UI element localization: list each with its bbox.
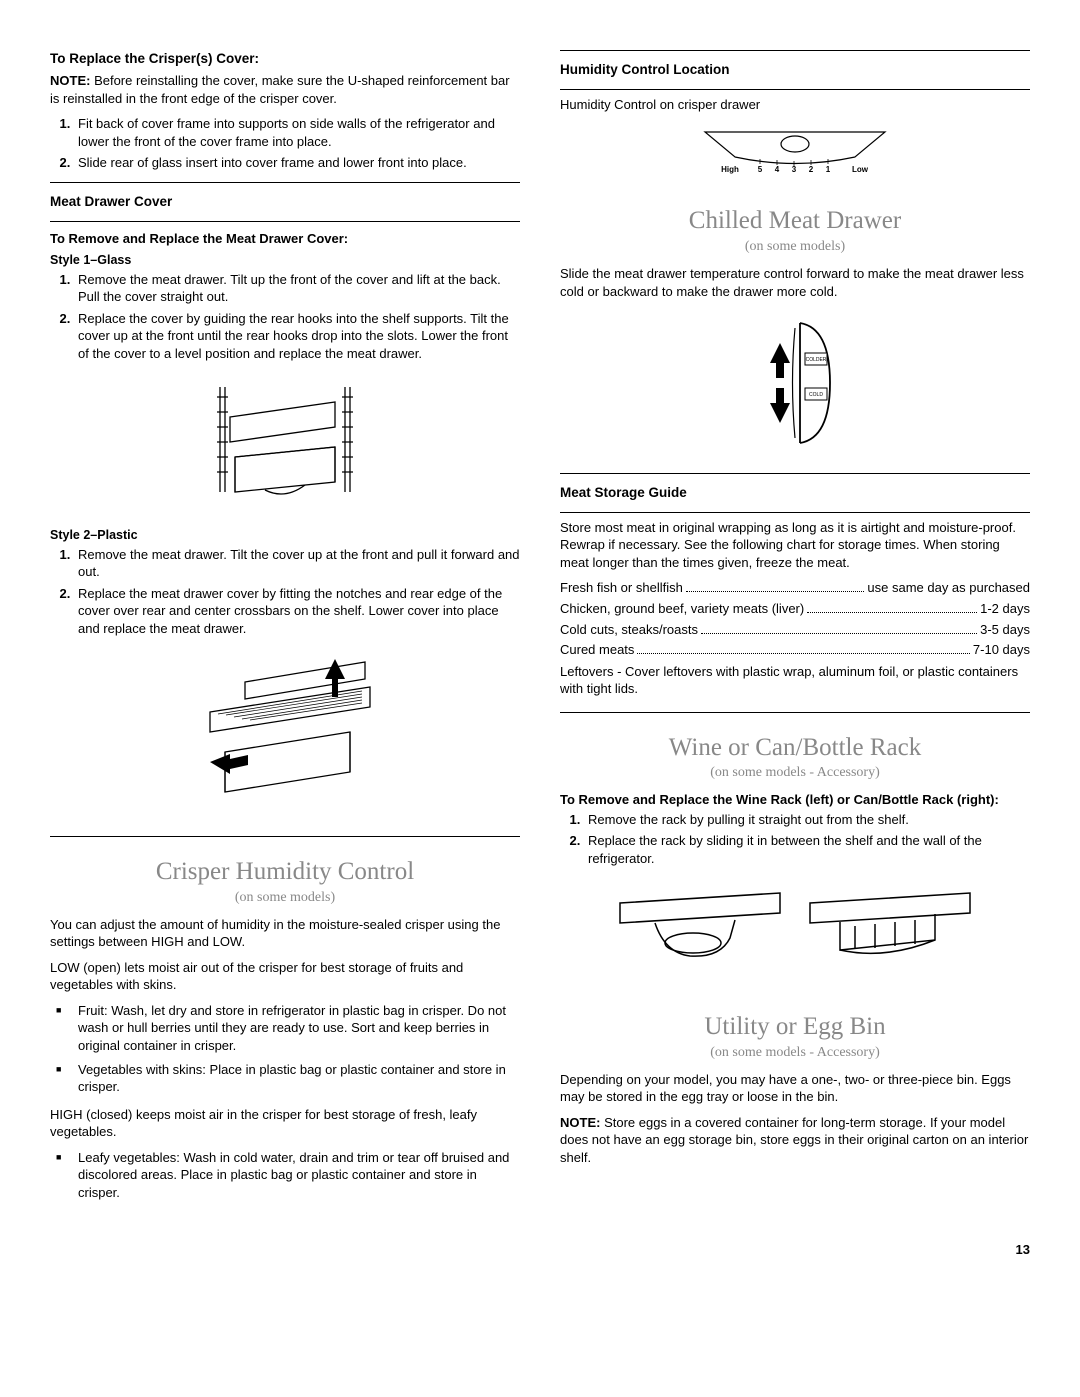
chilled-meat-title: Chilled Meat Drawer: [560, 204, 1030, 238]
page-content: To Replace the Crisper(s) Cover: NOTE: B…: [50, 40, 1030, 1211]
list-item: Remove the rack by pulling it straight o…: [584, 811, 1030, 829]
egg-bin-note: NOTE: Store eggs in a covered container …: [560, 1114, 1030, 1167]
wine-rack-steps: Remove the rack by pulling it straight o…: [560, 811, 1030, 868]
crisper-humidity-bullets1: Fruit: Wash, let dry and store in refrig…: [50, 1002, 520, 1096]
list-item: Fit back of cover frame into supports on…: [74, 115, 520, 150]
style2-label: Style 2–Plastic: [50, 527, 520, 544]
svg-text:3: 3: [792, 165, 797, 174]
crisper-humidity-p2: LOW (open) lets moist air out of the cri…: [50, 959, 520, 994]
chilled-meat-subtitle: (on some models): [560, 238, 1030, 257]
crisper-humidity-subtitle: (on some models): [50, 889, 520, 908]
crisper-humidity-title: Crisper Humidity Control: [50, 855, 520, 889]
list-item: Vegetables with skins: Place in plastic …: [74, 1061, 520, 1096]
crisper-cover-steps: Fit back of cover frame into supports on…: [50, 115, 520, 172]
egg-bin-para: Depending on your model, you may have a …: [560, 1071, 1030, 1106]
divider: [560, 89, 1030, 90]
crisper-humidity-bullets2: Leafy vegetables: Wash in cold water, dr…: [50, 1149, 520, 1202]
divider: [560, 712, 1030, 713]
style2-steps: Remove the meat drawer. Tilt the cover u…: [50, 546, 520, 638]
svg-text:5: 5: [758, 165, 763, 174]
divider: [560, 512, 1030, 513]
page-number: 13: [50, 1241, 1030, 1259]
humidity-location-caption: Humidity Control on crisper drawer: [560, 96, 1030, 114]
wine-rack-title: Wine or Can/Bottle Rack: [560, 731, 1030, 765]
style1-label: Style 1–Glass: [50, 252, 520, 269]
meat-drawer-heading: Meat Drawer Cover: [50, 193, 520, 211]
left-column: To Replace the Crisper(s) Cover: NOTE: B…: [50, 40, 520, 1211]
wine-rack-heading: To Remove and Replace the Wine Rack (lef…: [560, 791, 1030, 809]
list-item: Slide rear of glass insert into cover fr…: [74, 154, 520, 172]
list-item: Remove the meat drawer. Tilt up the fron…: [74, 271, 520, 306]
table-row: Fresh fish or shellfishuse same day as p…: [560, 579, 1030, 597]
right-column: Humidity Control Location Humidity Contr…: [560, 40, 1030, 1211]
svg-text:4: 4: [775, 165, 780, 174]
meat-storage-table: Fresh fish or shellfishuse same day as p…: [560, 579, 1030, 658]
wine-rack-subtitle: (on some models - Accessory): [560, 764, 1030, 783]
crisper-humidity-p1: You can adjust the amount of humidity in…: [50, 916, 520, 951]
egg-bin-title: Utility or Egg Bin: [560, 1010, 1030, 1044]
dial-high-label: High: [721, 165, 739, 174]
svg-text:COLD: COLD: [809, 392, 823, 398]
table-row: Chicken, ground beef, variety meats (liv…: [560, 600, 1030, 618]
crisper-cover-heading: To Replace the Crisper(s) Cover:: [50, 50, 520, 68]
table-row: Cured meats7-10 days: [560, 641, 1030, 659]
list-item: Replace the rack by sliding it in betwee…: [584, 832, 1030, 867]
divider: [560, 50, 1030, 51]
crisper-cover-note: NOTE: Before reinstalling the cover, mak…: [50, 72, 520, 107]
humidity-dial-figure: High 5 4 3 2 1 Low: [560, 122, 1030, 187]
svg-text:1: 1: [826, 165, 831, 174]
meat-storage-para: Store most meat in original wrapping as …: [560, 519, 1030, 572]
note-label: NOTE:: [50, 73, 90, 88]
wine-rack-figure: [560, 878, 1030, 993]
humidity-location-heading: Humidity Control Location: [560, 61, 1030, 79]
divider: [560, 473, 1030, 474]
svg-text:2: 2: [809, 165, 814, 174]
list-item: Remove the meat drawer. Tilt the cover u…: [74, 546, 520, 581]
meat-drawer-subheading: To Remove and Replace the Meat Drawer Co…: [50, 230, 520, 248]
divider: [50, 221, 520, 222]
drawer-figure-1: [50, 372, 520, 517]
list-item: Replace the meat drawer cover by fitting…: [74, 585, 520, 638]
divider: [50, 182, 520, 183]
list-item: Fruit: Wash, let dry and store in refrig…: [74, 1002, 520, 1055]
drawer-figure-2: [50, 647, 520, 822]
style1-steps: Remove the meat drawer. Tilt up the fron…: [50, 271, 520, 363]
note-text: Store eggs in a covered container for lo…: [560, 1115, 1028, 1165]
leftovers-text: Leftovers - Cover leftovers with plastic…: [560, 663, 1030, 698]
dial-low-label: Low: [852, 165, 869, 174]
note-label: NOTE:: [560, 1115, 600, 1130]
list-item: Replace the cover by guiding the rear ho…: [74, 310, 520, 363]
egg-bin-subtitle: (on some models - Accessory): [560, 1044, 1030, 1063]
chilled-meat-figure: COLDER COLD: [560, 308, 1030, 463]
meat-storage-heading: Meat Storage Guide: [560, 484, 1030, 502]
chilled-meat-para: Slide the meat drawer temperature contro…: [560, 265, 1030, 300]
table-row: Cold cuts, steaks/roasts3-5 days: [560, 621, 1030, 639]
svg-text:COLDER: COLDER: [806, 357, 827, 363]
note-text: Before reinstalling the cover, make sure…: [50, 73, 510, 106]
list-item: Leafy vegetables: Wash in cold water, dr…: [74, 1149, 520, 1202]
crisper-humidity-p3: HIGH (closed) keeps moist air in the cri…: [50, 1106, 520, 1141]
divider: [50, 836, 520, 837]
